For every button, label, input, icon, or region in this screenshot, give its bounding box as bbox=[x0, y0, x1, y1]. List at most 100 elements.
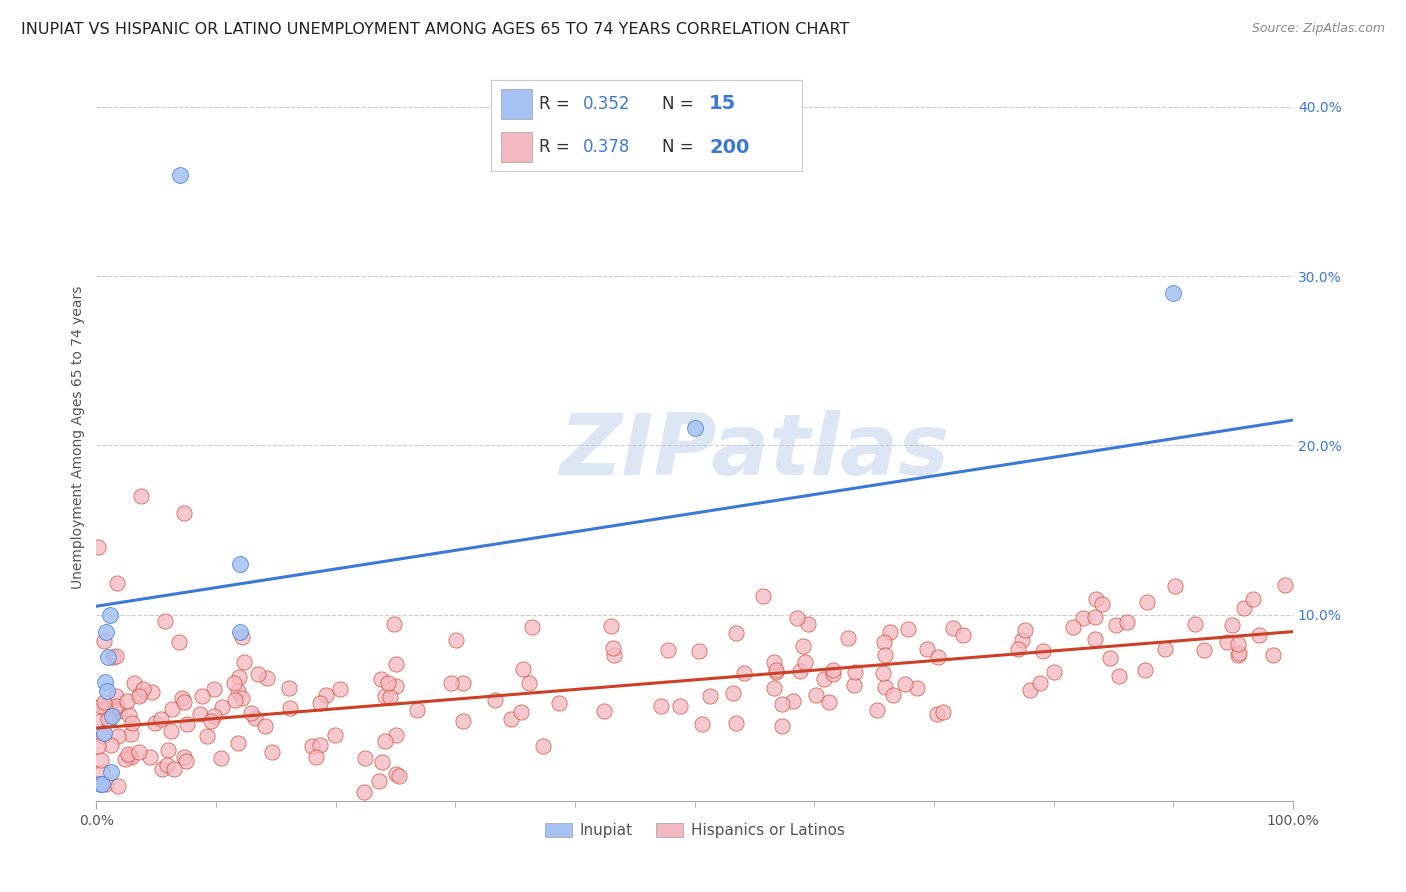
Point bbox=[315, 688, 337, 702]
Point bbox=[952, 628, 974, 642]
Point bbox=[1229, 647, 1251, 661]
Point bbox=[160, 723, 183, 738]
Point bbox=[842, 678, 865, 692]
Point bbox=[770, 719, 793, 733]
Point bbox=[484, 693, 506, 707]
Point bbox=[548, 696, 571, 710]
Point bbox=[592, 705, 614, 719]
Point bbox=[229, 557, 252, 571]
Point bbox=[782, 694, 804, 708]
Point bbox=[231, 690, 253, 705]
Point bbox=[128, 690, 150, 704]
Point bbox=[1226, 648, 1249, 662]
Point bbox=[797, 616, 820, 631]
Point bbox=[195, 729, 218, 743]
Point bbox=[763, 681, 786, 695]
Point bbox=[917, 642, 939, 657]
Point bbox=[377, 675, 399, 690]
Point bbox=[115, 694, 138, 708]
Point bbox=[172, 690, 194, 705]
Point bbox=[872, 665, 894, 680]
Point bbox=[211, 700, 233, 714]
Point bbox=[765, 665, 787, 679]
Point bbox=[91, 777, 114, 791]
Point bbox=[378, 690, 401, 705]
Point bbox=[156, 743, 179, 757]
Point bbox=[512, 662, 534, 676]
Point bbox=[354, 750, 377, 764]
Point bbox=[278, 700, 301, 714]
Point bbox=[879, 625, 901, 640]
Point bbox=[240, 706, 263, 720]
Point bbox=[228, 670, 250, 684]
Point bbox=[382, 617, 405, 632]
Point bbox=[533, 739, 555, 753]
Point bbox=[1194, 643, 1216, 657]
Point bbox=[129, 489, 152, 503]
Point bbox=[150, 762, 173, 776]
Text: Source: ZipAtlas.com: Source: ZipAtlas.com bbox=[1251, 22, 1385, 36]
Point bbox=[872, 635, 894, 649]
Point bbox=[93, 675, 115, 690]
Point bbox=[256, 672, 278, 686]
Point bbox=[309, 738, 332, 752]
Point bbox=[602, 640, 624, 655]
Point bbox=[873, 648, 896, 663]
Point bbox=[96, 777, 118, 791]
Point bbox=[823, 667, 845, 681]
Point bbox=[793, 655, 815, 669]
Point bbox=[98, 607, 121, 622]
Text: INUPIAT VS HISPANIC OR LATINO UNEMPLOYMENT AMONG AGES 65 TO 74 YEARS CORRELATION: INUPIAT VS HISPANIC OR LATINO UNEMPLOYME… bbox=[21, 22, 849, 37]
Point bbox=[499, 712, 522, 726]
Point bbox=[277, 681, 299, 695]
Point bbox=[305, 749, 328, 764]
Point bbox=[897, 622, 920, 636]
Point bbox=[173, 750, 195, 764]
Point bbox=[1071, 611, 1094, 625]
Point bbox=[150, 712, 173, 726]
Point bbox=[118, 708, 141, 723]
Point bbox=[406, 703, 429, 717]
Point bbox=[1084, 632, 1107, 646]
Point bbox=[1007, 642, 1029, 657]
Point bbox=[1153, 642, 1175, 657]
Point bbox=[669, 698, 692, 713]
Point bbox=[143, 715, 166, 730]
Point bbox=[699, 690, 721, 704]
Point bbox=[93, 634, 115, 648]
Point bbox=[104, 648, 127, 663]
Point bbox=[723, 686, 745, 700]
Point bbox=[1261, 648, 1284, 663]
Point bbox=[104, 689, 127, 703]
Point bbox=[724, 626, 747, 640]
Point bbox=[603, 648, 626, 662]
Point bbox=[97, 650, 120, 665]
Point bbox=[120, 727, 142, 741]
Point bbox=[128, 745, 150, 759]
Point bbox=[1115, 615, 1137, 629]
Point bbox=[882, 688, 904, 702]
Point bbox=[174, 754, 197, 768]
Point bbox=[384, 766, 406, 780]
Point bbox=[440, 676, 463, 690]
Point bbox=[231, 630, 253, 644]
Point bbox=[1029, 675, 1052, 690]
Legend: Inupiat, Hispanics or Latinos: Inupiat, Hispanics or Latinos bbox=[538, 817, 851, 844]
Point bbox=[188, 706, 211, 721]
Point bbox=[765, 663, 787, 677]
Point bbox=[226, 684, 249, 698]
Point bbox=[1062, 620, 1084, 634]
Point bbox=[865, 703, 887, 717]
Point bbox=[191, 689, 214, 703]
Point bbox=[451, 714, 474, 728]
Point bbox=[1084, 591, 1107, 606]
Point bbox=[100, 738, 122, 752]
Point bbox=[371, 755, 394, 769]
Point bbox=[122, 675, 145, 690]
Point bbox=[1163, 579, 1185, 593]
Point bbox=[232, 655, 254, 669]
Point bbox=[1105, 618, 1128, 632]
Point bbox=[384, 679, 406, 693]
Point bbox=[200, 714, 222, 728]
Point bbox=[1011, 633, 1033, 648]
